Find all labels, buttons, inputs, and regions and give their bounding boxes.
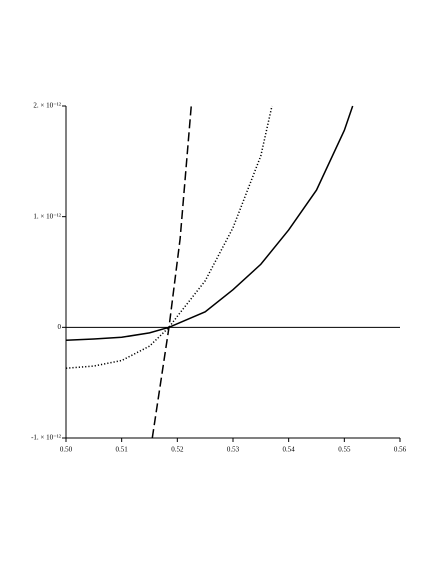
line-series <box>151 105 192 439</box>
x-tick-label: 0.55 <box>338 446 351 454</box>
x-tick-label: 0.53 <box>227 446 240 454</box>
line-series <box>65 105 354 342</box>
x-tick-label: 0.50 <box>60 446 73 454</box>
x-tick-label: 0.51 <box>116 446 129 454</box>
y-tick-label: 0 <box>58 323 62 331</box>
x-tick-label: 0.52 <box>171 446 184 454</box>
line-series <box>65 105 273 370</box>
y-tick-label: -1. × 10⁻¹² <box>31 434 61 442</box>
x-tick-label: 0.56 <box>394 446 407 454</box>
y-tick-label: 2. × 10⁻¹² <box>33 102 61 110</box>
x-tick-label: 0.54 <box>283 446 296 454</box>
y-tick-label: 1. × 10⁻¹² <box>33 212 61 220</box>
